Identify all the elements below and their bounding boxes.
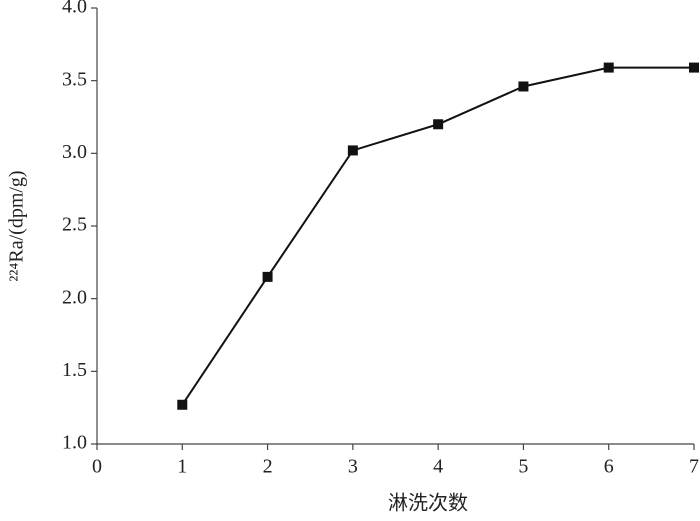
- y-tick-label: 3.5: [62, 68, 87, 90]
- x-tick-label: 3: [348, 456, 358, 478]
- x-tick-label: 7: [689, 456, 699, 478]
- y-tick-label: 4.0: [62, 0, 87, 18]
- data-point: [177, 399, 188, 410]
- x-tick-label: 4: [433, 456, 443, 478]
- y-tick-label: 1.0: [62, 432, 87, 454]
- data-point: [347, 145, 358, 156]
- data-point: [689, 62, 699, 73]
- x-tick-label: 2: [263, 456, 273, 478]
- data-line: [181, 66, 694, 406]
- y-tick-label: 3.0: [62, 141, 87, 163]
- x-tick-label: 5: [518, 456, 528, 478]
- data-point: [603, 62, 614, 73]
- data-point: [433, 119, 444, 130]
- x-tick-label: 6: [604, 456, 614, 478]
- data-point: [262, 271, 273, 282]
- x-tick-label: 1: [177, 456, 187, 478]
- x-axis-label: 淋洗次数: [388, 492, 468, 515]
- y-axis-label: ²²⁴Ra/(dpm/g): [6, 170, 28, 281]
- y-tick-label: 2.0: [62, 286, 87, 308]
- y-tick-label: 1.5: [62, 359, 87, 381]
- x-tick-label: 0: [92, 456, 102, 478]
- y-tick-label: 2.5: [62, 214, 87, 236]
- data-point: [518, 81, 529, 92]
